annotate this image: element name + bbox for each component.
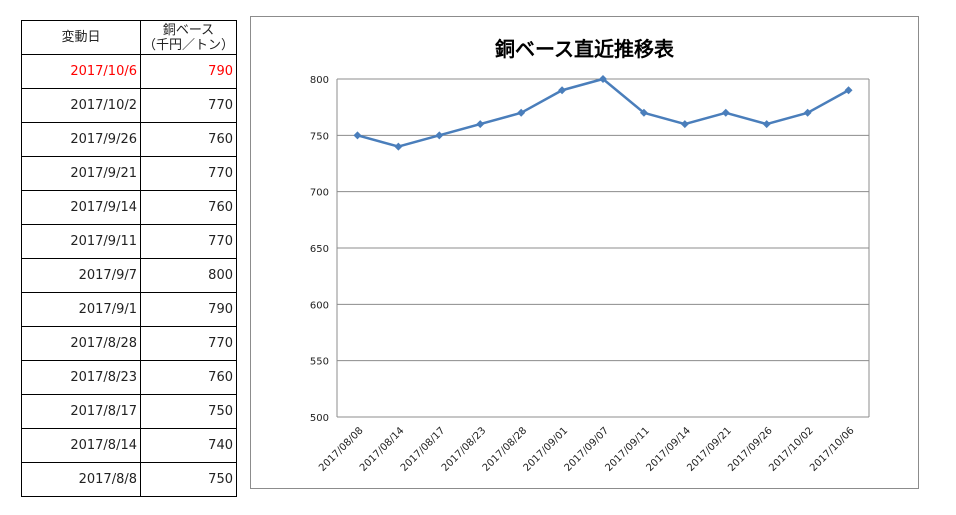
data-point bbox=[394, 142, 403, 151]
cell-value: 800 bbox=[140, 258, 237, 293]
table-row: 2017/8/23 760 bbox=[21, 360, 237, 395]
data-point bbox=[599, 75, 607, 83]
chart-title: 銅ベース直近推移表 bbox=[495, 37, 674, 61]
table-row: 2017/9/1 790 bbox=[21, 292, 237, 327]
table-row: 2017/8/17 750 bbox=[21, 394, 237, 429]
table-row: 2017/9/14 760 bbox=[21, 190, 237, 225]
header-date: 変動日 bbox=[21, 20, 141, 55]
chart-area: 銅ベース直近推移表 500 550 600 650 700 750 800 2017/08/0… bbox=[250, 16, 919, 489]
cell-date: 2017/10/2 bbox=[21, 88, 141, 123]
cell-date: 2017/9/21 bbox=[21, 156, 141, 191]
cell-date: 2017/8/23 bbox=[21, 360, 141, 395]
y-tick-label: 750 bbox=[310, 131, 329, 142]
y-tick-label: 700 bbox=[310, 188, 329, 199]
cell-date: 2017/8/17 bbox=[21, 394, 141, 429]
cell-date: 2017/9/7 bbox=[21, 258, 141, 293]
cell-value: 760 bbox=[140, 190, 237, 225]
data-point bbox=[721, 108, 730, 117]
data-point bbox=[639, 108, 648, 117]
table-row: 2017/8/28 770 bbox=[21, 326, 237, 361]
cell-date: 2017/9/1 bbox=[21, 292, 141, 327]
cell-value: 770 bbox=[140, 88, 237, 123]
data-point bbox=[803, 108, 812, 117]
data-point bbox=[762, 120, 771, 129]
table-row: 2017/8/14 740 bbox=[21, 428, 237, 463]
data-point bbox=[517, 108, 526, 117]
cell-value: 740 bbox=[140, 428, 237, 463]
price-table: 変動日 銅ベース （千円／トン） 2017/10/6 790 2017/10/2 77… bbox=[21, 20, 237, 497]
header-unit-label: （千円／トン） bbox=[142, 37, 234, 53]
y-tick-label: 600 bbox=[310, 300, 329, 311]
y-tick-label: 650 bbox=[310, 244, 329, 255]
cell-value: 770 bbox=[140, 156, 237, 191]
y-tick-label: 500 bbox=[310, 413, 329, 424]
y-tick-label: 800 bbox=[310, 75, 329, 86]
table-row: 2017/9/21 770 bbox=[21, 156, 237, 191]
cell-value: 770 bbox=[140, 224, 237, 259]
cell-date: 2017/10/6 bbox=[21, 54, 141, 89]
table-row: 2017/9/7 800 bbox=[21, 258, 237, 293]
cell-value: 750 bbox=[140, 462, 237, 497]
series-line bbox=[357, 77, 850, 148]
data-point bbox=[844, 86, 853, 95]
table-row: 2017/9/26 760 bbox=[21, 122, 237, 157]
cell-date: 2017/9/11 bbox=[21, 224, 141, 259]
cell-value: 770 bbox=[140, 326, 237, 361]
table-row: 2017/8/8 750 bbox=[21, 462, 237, 497]
y-tick-label: 550 bbox=[310, 357, 329, 368]
data-point bbox=[680, 120, 689, 129]
data-point bbox=[476, 120, 485, 129]
cell-date: 2017/8/14 bbox=[21, 428, 141, 463]
cell-value: 760 bbox=[140, 122, 237, 157]
cell-value: 790 bbox=[140, 292, 237, 327]
data-point bbox=[558, 86, 567, 95]
table-row: 2017/9/11 770 bbox=[21, 224, 237, 259]
header-copper-base: 銅ベース （千円／トン） bbox=[140, 20, 237, 55]
cell-date: 2017/9/26 bbox=[21, 122, 141, 157]
header-copper-base-label: 銅ベース bbox=[162, 22, 215, 38]
cell-value: 790 bbox=[140, 54, 237, 89]
table-header-row: 変動日 銅ベース （千円／トン） bbox=[21, 20, 237, 55]
table-body: 2017/10/6 790 2017/10/2 770 2017/9/26 760 2017… bbox=[21, 54, 237, 497]
data-point bbox=[435, 131, 444, 140]
cell-value: 760 bbox=[140, 360, 237, 395]
x-tick-label: 2017/10/06 bbox=[808, 425, 857, 474]
cell-date: 2017/9/14 bbox=[21, 190, 141, 225]
data-point bbox=[353, 131, 362, 140]
cell-date: 2017/8/8 bbox=[21, 462, 141, 497]
cell-value: 750 bbox=[140, 394, 237, 429]
table-row: 2017/10/6 790 bbox=[21, 54, 237, 89]
table-row: 2017/10/2 770 bbox=[21, 88, 237, 123]
cell-date: 2017/8/28 bbox=[21, 326, 141, 361]
line-chart: 5005506006507007508002017/08/082017/08/1… bbox=[310, 75, 870, 474]
